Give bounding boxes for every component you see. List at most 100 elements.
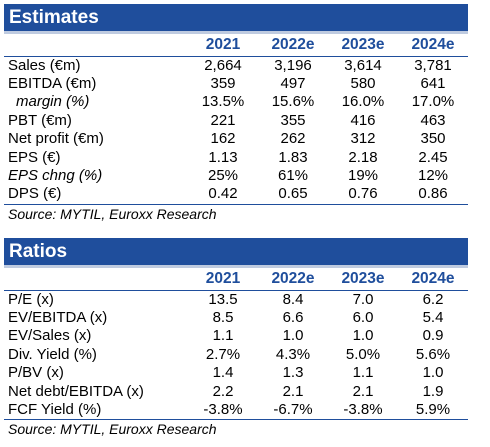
estimates-source: Source: MYTIL, Euroxx Research <box>8 205 217 222</box>
table-row: Net profit (€m) 162 262 312 350 <box>4 130 468 148</box>
cell-value: 3,196 <box>258 55 328 75</box>
cell-value: 13.5 <box>188 289 258 309</box>
table-row: PBT (€m) 221 355 416 463 <box>4 112 468 130</box>
row-label: margin (%) <box>16 93 90 111</box>
cell-value: 221 <box>210 111 236 129</box>
row-label: EBITDA (€m) <box>8 74 97 92</box>
cell-value: 2.2 <box>212 382 234 400</box>
cell-value: 5.6% <box>415 345 451 363</box>
cell-value: 1.3 <box>282 364 304 382</box>
row-label: EPS chng (%) <box>8 166 103 184</box>
table-row: margin (%) 13.5% 15.6% 16.0% 17.0% <box>4 93 468 111</box>
estimates-col-header: 2023e <box>341 35 385 53</box>
cell-value: 2.1 <box>352 382 374 400</box>
row-label: P/BV (x) <box>8 364 64 382</box>
cell-value: 1.9 <box>422 382 444 400</box>
cell-value: 0.86 <box>398 185 468 205</box>
cell-value: 0.65 <box>258 185 328 205</box>
table-row: FCF Yield (%) -3.8% -6.7% -3.8% 5.9% <box>4 400 468 421</box>
cell-value: 2.7% <box>205 345 241 363</box>
table-row: P/E (x) 13.5 8.4 7.0 6.2 <box>4 289 468 309</box>
table-row: Div. Yield (%) 2.7% 4.3% 5.0% 5.6% <box>4 346 468 364</box>
table-row: Sales (€m) 2,664 3,196 3,614 3,781 <box>4 55 468 75</box>
cell-value: 4.3% <box>275 345 311 363</box>
cell-value: 3,781 <box>398 55 468 75</box>
cell-value: 3,614 <box>328 55 398 75</box>
cell-value: 17.0% <box>411 93 455 111</box>
estimates-title: Estimates <box>4 4 468 34</box>
ratios-col-header: 2024e <box>411 269 455 287</box>
cell-value: 312 <box>350 130 376 148</box>
cell-value: 0.76 <box>328 185 398 205</box>
cell-value: 5.9% <box>398 400 468 421</box>
row-label: Sales (€m) <box>4 55 188 75</box>
cell-value: 0.9 <box>422 327 444 345</box>
cell-value: 13.5% <box>201 93 245 111</box>
cell-value: 2,664 <box>188 55 258 75</box>
estimates-corner <box>4 34 188 56</box>
estimates-section: Estimates 2021 2022e 2023e 2024e Sales (… <box>4 4 468 224</box>
cell-value: 0.42 <box>188 185 258 205</box>
cell-value: 5.0% <box>345 345 381 363</box>
cell-value: 16.0% <box>341 93 385 111</box>
cell-value: 12% <box>417 166 449 184</box>
ratios-title: Ratios <box>4 238 468 268</box>
cell-value: 2.18 <box>348 148 378 166</box>
cell-value: 15.6% <box>271 93 315 111</box>
table-row: EV/Sales (x) 1.1 1.0 1.0 0.9 <box>4 327 468 345</box>
table-row: P/BV (x) 1.4 1.3 1.1 1.0 <box>4 364 468 382</box>
cell-value: 350 <box>420 130 446 148</box>
estimates-col-header: 2022e <box>271 35 315 53</box>
ratios-col-header: 2022e <box>271 269 315 287</box>
cell-value: 162 <box>210 130 236 148</box>
cell-value: 1.83 <box>278 148 308 166</box>
cell-value: 1.0 <box>282 327 304 345</box>
cell-value: 1.1 <box>352 364 374 382</box>
row-label: EV/Sales (x) <box>8 327 92 345</box>
cell-value: 6.2 <box>398 289 468 309</box>
cell-value: -3.8% <box>328 400 398 421</box>
table-row: DPS (€) 0.42 0.65 0.76 0.86 <box>4 185 468 205</box>
row-label: DPS (€) <box>4 185 188 205</box>
estimates-col-header: 2024e <box>411 35 455 53</box>
row-label: EPS (€) <box>8 148 61 166</box>
ratios-header-row: 2021 2022e 2023e 2024e <box>4 268 468 290</box>
cell-value: 8.5 <box>212 308 234 326</box>
cell-value: 5.4 <box>422 308 444 326</box>
ratios-section: Ratios 2021 2022e 2023e 2024e P/E (x) 13… <box>4 238 468 439</box>
row-label: Net debt/EBITDA (x) <box>8 382 144 400</box>
ratios-col-header: 2021 <box>205 269 241 287</box>
cell-value: 19% <box>347 166 379 184</box>
cell-value: 6.6 <box>282 308 304 326</box>
ratios-corner <box>4 268 188 290</box>
row-label: FCF Yield (%) <box>4 400 188 421</box>
cell-value: 6.0 <box>352 308 374 326</box>
cell-value: 1.13 <box>208 148 238 166</box>
cell-value: 25% <box>207 166 239 184</box>
row-label: EV/EBITDA (x) <box>8 308 108 326</box>
table-row: EBITDA (€m) 359 497 580 641 <box>4 75 468 93</box>
estimates-table: 2021 2022e 2023e 2024e Sales (€m) 2,664 … <box>4 34 468 205</box>
table-row: EPS chng (%) 25% 61% 19% 12% <box>4 167 468 185</box>
cell-value: 1.1 <box>212 327 234 345</box>
cell-value: 61% <box>277 166 309 184</box>
cell-value: 8.4 <box>258 289 328 309</box>
cell-value: 359 <box>210 74 236 92</box>
cell-value: 262 <box>280 130 306 148</box>
cell-value: 1.0 <box>352 327 374 345</box>
cell-value: 2.45 <box>418 148 448 166</box>
cell-value: 1.0 <box>422 364 444 382</box>
cell-value: 641 <box>420 74 446 92</box>
cell-value: 355 <box>280 111 306 129</box>
estimates-col-header: 2021 <box>205 35 241 53</box>
row-label: P/E (x) <box>4 289 188 309</box>
ratios-table: 2021 2022e 2023e 2024e P/E (x) 13.5 8.4 … <box>4 268 468 421</box>
table-row: EV/EBITDA (x) 8.5 6.6 6.0 5.4 <box>4 309 468 327</box>
cell-value: 2.1 <box>282 382 304 400</box>
row-label: Div. Yield (%) <box>8 345 97 363</box>
cell-value: 1.4 <box>212 364 234 382</box>
table-row: EPS (€) 1.13 1.83 2.18 2.45 <box>4 149 468 167</box>
cell-value: 463 <box>420 111 446 129</box>
row-label: Net profit (€m) <box>8 130 104 148</box>
cell-value: 416 <box>350 111 376 129</box>
